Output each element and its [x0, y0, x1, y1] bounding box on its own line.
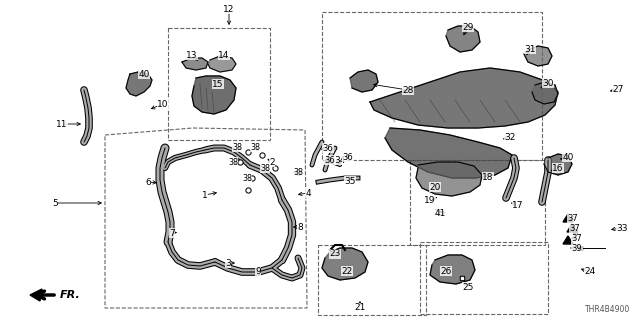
Polygon shape [182, 58, 208, 70]
Text: 31: 31 [524, 44, 536, 53]
Text: 38: 38 [293, 167, 303, 177]
Text: 24: 24 [584, 268, 596, 276]
Text: 38: 38 [242, 173, 252, 182]
Bar [420, 242, 548, 314]
Polygon shape [370, 68, 558, 128]
Text: 40: 40 [138, 69, 150, 78]
Text: 35: 35 [344, 177, 356, 186]
Text: 7: 7 [169, 228, 175, 237]
Text: FR.: FR. [60, 290, 81, 300]
Text: 3: 3 [225, 259, 231, 268]
Polygon shape [430, 255, 475, 284]
Text: 18: 18 [483, 172, 493, 181]
Text: 37: 37 [572, 234, 582, 243]
Text: 39: 39 [572, 244, 582, 252]
Text: 6: 6 [145, 178, 151, 187]
Bar [168, 28, 270, 140]
Text: 25: 25 [462, 283, 474, 292]
Polygon shape [322, 248, 368, 280]
Polygon shape [416, 162, 482, 196]
Polygon shape [532, 82, 558, 104]
Text: 27: 27 [612, 84, 624, 93]
Text: 9: 9 [255, 268, 261, 276]
Text: 38: 38 [232, 142, 242, 151]
Text: 28: 28 [403, 85, 413, 94]
Bar [318, 245, 426, 315]
Text: THR4B4900: THR4B4900 [585, 306, 630, 315]
Text: 38: 38 [250, 142, 260, 151]
Text: 12: 12 [223, 4, 235, 13]
Text: 37: 37 [568, 213, 579, 222]
Polygon shape [567, 224, 577, 232]
Text: 36: 36 [342, 153, 353, 162]
Text: 41: 41 [435, 209, 445, 218]
Polygon shape [563, 236, 573, 244]
Text: 30: 30 [542, 78, 554, 87]
Polygon shape [192, 76, 236, 114]
Bar [322, 12, 542, 160]
Bar [410, 160, 545, 245]
Text: 32: 32 [504, 132, 516, 141]
Text: 33: 33 [616, 223, 628, 233]
Text: 10: 10 [157, 100, 169, 108]
Text: 40: 40 [563, 153, 573, 162]
Text: 1: 1 [202, 190, 208, 199]
Text: 22: 22 [341, 267, 353, 276]
Text: 11: 11 [56, 119, 68, 129]
Text: 38: 38 [228, 157, 238, 166]
Text: 8: 8 [297, 222, 303, 231]
Text: 36: 36 [323, 143, 333, 153]
Text: 26: 26 [440, 267, 452, 276]
Text: 21: 21 [355, 303, 365, 313]
Polygon shape [208, 56, 236, 72]
Text: 23: 23 [330, 250, 340, 259]
Text: 16: 16 [552, 164, 564, 172]
Polygon shape [385, 128, 512, 178]
Text: 14: 14 [218, 51, 230, 60]
Text: 13: 13 [186, 51, 198, 60]
Polygon shape [126, 72, 152, 96]
Text: 19: 19 [424, 196, 436, 204]
Text: 20: 20 [429, 182, 441, 191]
Text: 15: 15 [212, 79, 224, 89]
Polygon shape [524, 46, 552, 66]
Polygon shape [350, 70, 378, 92]
Text: 29: 29 [462, 22, 474, 31]
Text: 5: 5 [52, 198, 58, 207]
Text: 2: 2 [269, 157, 275, 166]
Polygon shape [544, 154, 572, 175]
Polygon shape [446, 26, 480, 52]
Text: 34: 34 [334, 156, 346, 164]
Polygon shape [30, 289, 42, 301]
Text: 36: 36 [324, 156, 335, 164]
Polygon shape [563, 214, 573, 222]
Text: 17: 17 [512, 201, 524, 210]
Text: 38: 38 [260, 164, 270, 172]
Text: 37: 37 [570, 223, 580, 233]
Text: 4: 4 [305, 188, 311, 197]
